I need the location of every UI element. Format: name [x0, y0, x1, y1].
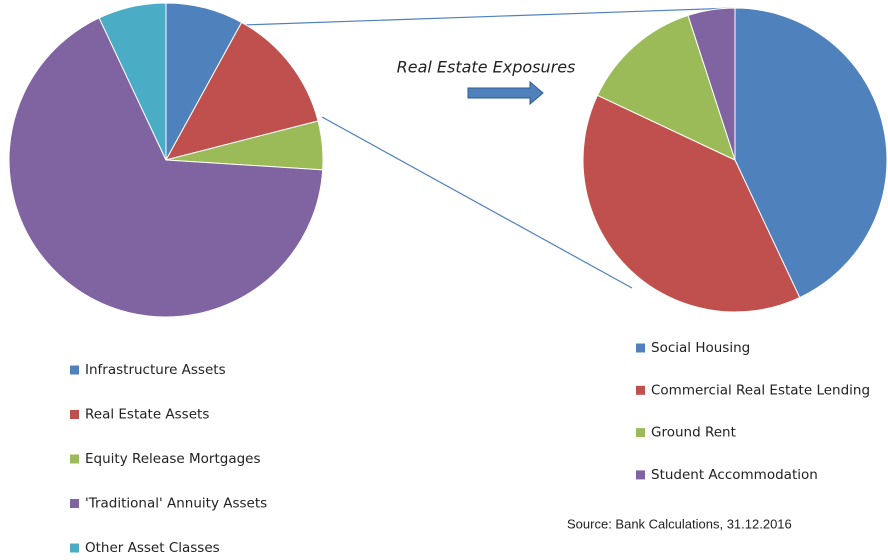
legend-swatch — [636, 470, 645, 480]
pie-slice — [582, 94, 801, 313]
legend-label: Student Accommodation — [651, 467, 818, 483]
pie-slice — [165, 21, 319, 161]
legend-swatch — [636, 385, 645, 395]
legend-swatch — [70, 543, 79, 553]
arrow — [467, 80, 544, 106]
legend-label: Commercial Real Estate Lending — [651, 382, 870, 398]
connector-line — [321, 116, 633, 289]
legend-swatch — [636, 343, 645, 353]
pie-slice — [734, 7, 888, 299]
source-note: Source: Bank Calculations, 31.12.2016 — [567, 516, 792, 531]
pie-slice — [8, 17, 324, 318]
legend-label: Equity Release Mortgages — [85, 451, 261, 467]
connector-line — [242, 7, 736, 26]
legend-swatch — [636, 428, 645, 438]
legend-label: Ground Rent — [651, 425, 736, 441]
legend-swatch — [70, 454, 79, 464]
legend-swatch — [70, 499, 79, 508]
pie-slice — [596, 14, 736, 161]
legend-swatch — [70, 410, 79, 419]
legend-label: 'Traditional' Annuity Assets — [85, 496, 267, 512]
pie-slice — [98, 2, 167, 161]
legend-label: Other Asset Classes — [85, 540, 220, 556]
legend-label: Social Housing — [651, 340, 750, 356]
legend-label: Infrastructure Assets — [85, 362, 226, 378]
legend-label: Real Estate Assets — [85, 407, 209, 423]
pie-slice — [687, 7, 736, 161]
legend-swatch — [70, 365, 79, 375]
chart-title: Real Estate Exposures — [397, 58, 576, 77]
